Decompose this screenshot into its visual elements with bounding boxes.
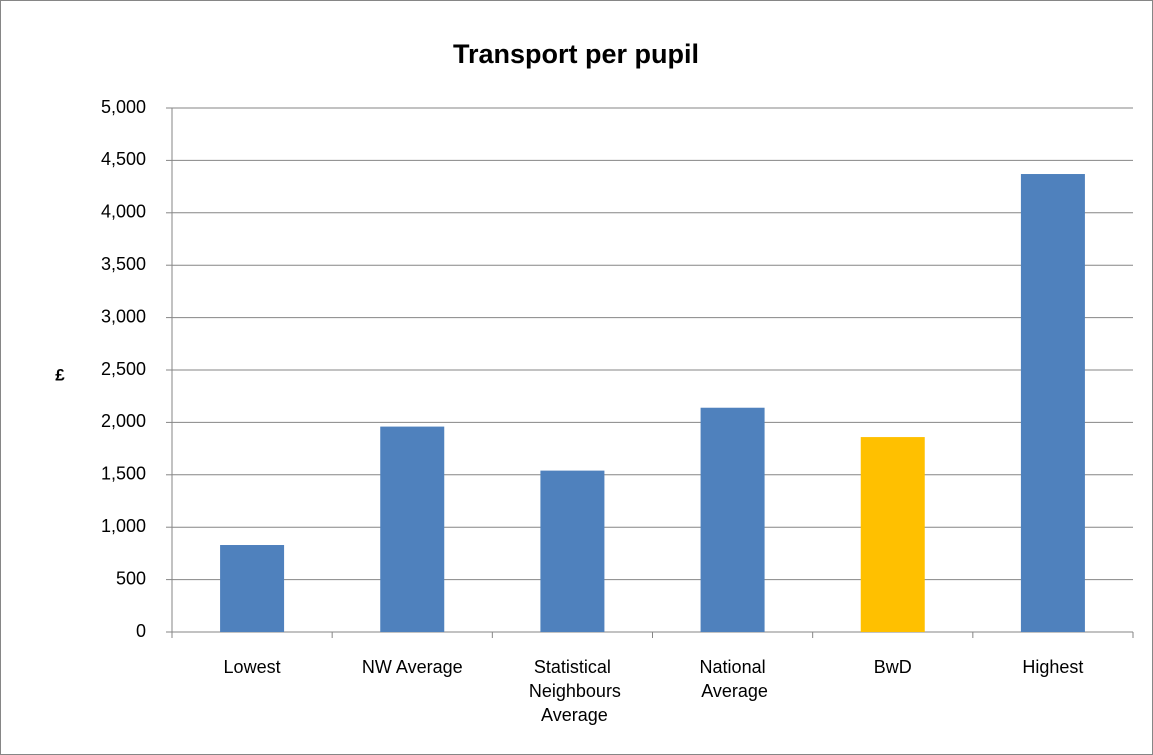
bar (220, 545, 285, 632)
bar (860, 437, 925, 632)
x-tick-label: Lowest (224, 657, 281, 677)
y-tick-label: 4,000 (101, 202, 146, 222)
y-tick-label: 2,000 (101, 411, 146, 431)
chart-title: Transport per pupil (453, 39, 699, 69)
y-tick-label: 1,500 (101, 464, 146, 484)
y-tick-label: 500 (116, 568, 146, 588)
bar (380, 426, 445, 632)
x-tick-label: Highest (1022, 657, 1083, 677)
y-tick-label: 1,000 (101, 516, 146, 536)
y-tick-label: 5,000 (101, 97, 146, 117)
y-tick-label: 4,500 (101, 149, 146, 169)
x-tick-label: NW Average (362, 657, 463, 677)
y-tick-label: 3,500 (101, 254, 146, 274)
y-tick-label: 3,000 (101, 306, 146, 326)
bar (1020, 174, 1085, 633)
bar (540, 470, 605, 632)
x-tick-label: Statistical Neighbours Average (524, 657, 621, 725)
y-tick-label: 2,500 (101, 359, 146, 379)
x-tick-label: BwD (874, 657, 912, 677)
y-axis-label: £ (55, 365, 65, 384)
y-tick-label: 0 (136, 621, 146, 641)
bar (700, 407, 765, 632)
x-tick-label: National Average (697, 657, 768, 701)
